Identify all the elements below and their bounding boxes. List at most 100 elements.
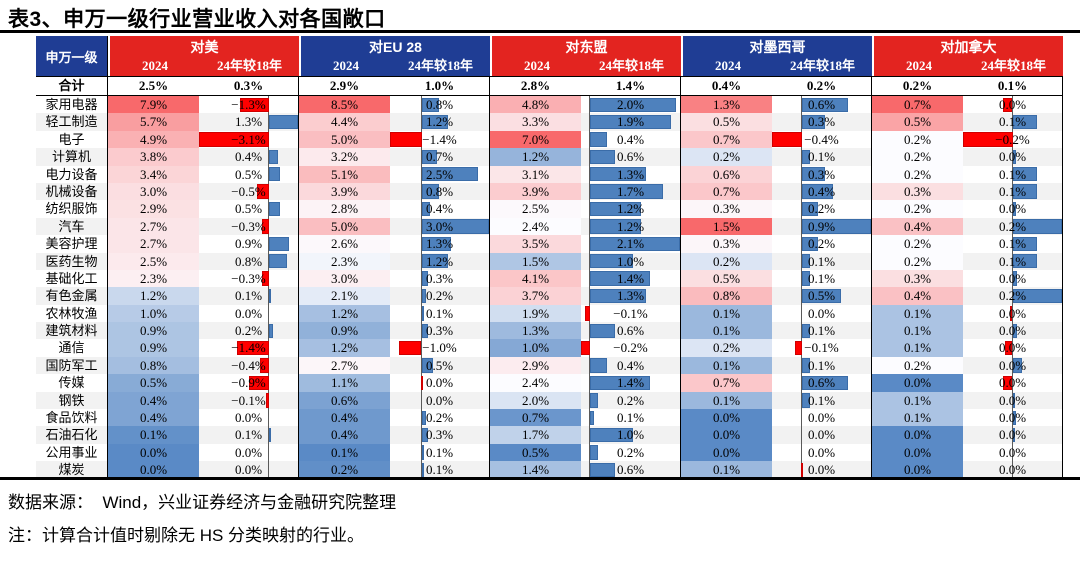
- negative-bar: [259, 358, 269, 373]
- databar-cell-delta: 0.6%: [581, 148, 681, 166]
- positive-bar: [268, 288, 271, 304]
- industry-label: 纺织服饰: [36, 200, 108, 218]
- negative-bar: [963, 132, 1013, 147]
- positive-bar: [589, 445, 599, 460]
- databar-cell-delta: 0.0%: [963, 269, 1063, 288]
- heat-cell-2024: 0.7%: [490, 409, 581, 427]
- bar-axis-line: [801, 96, 803, 114]
- delta-value: 0.0%: [998, 149, 1027, 165]
- data-source-text: 数据来源： Wind，兴业证券经济与金融研究院整理: [8, 493, 397, 512]
- bar-axis-line: [420, 200, 422, 218]
- heat-cell-2024: 0.4%: [299, 426, 390, 444]
- bar-axis-line: [420, 269, 422, 288]
- table-row: 电力设备 3.4% 0.5% 5.1% 2.5% 3.1% 1.3% 0.6% 0.3% 0.2%…: [36, 165, 1063, 183]
- databar-cell-delta: 1.2%: [390, 113, 490, 131]
- total-label: 合计: [36, 77, 108, 95]
- heat-cell-2024: 0.3%: [681, 235, 772, 253]
- databar-cell-delta: 0.0%: [199, 304, 299, 323]
- delta-value: 2.0%: [616, 97, 645, 112]
- positive-bar: [421, 323, 429, 338]
- heat-cell-2024: 0.2%: [299, 461, 390, 479]
- bar-axis-line: [420, 148, 422, 166]
- positive-bar: [268, 323, 274, 338]
- subcol-delta-label: 24年较18年: [216, 58, 282, 73]
- databar-cell-delta: 0.0%: [963, 304, 1063, 323]
- databar-cell-delta: 0.0%: [963, 374, 1063, 392]
- delta-value: 0.3%: [425, 427, 454, 443]
- negative-bar: [1005, 340, 1013, 356]
- databar-cell-delta: 1.0%: [581, 426, 681, 444]
- heat-cell-2024: 7.9%: [108, 96, 199, 114]
- negative-bar: [239, 97, 269, 112]
- positive-bar: [421, 288, 426, 304]
- databar-cell-delta: 0.1%: [390, 461, 490, 479]
- bar-axis-line: [420, 252, 422, 270]
- subcol-delta-label: 24年较18年: [789, 58, 855, 73]
- delta-value: 0.6%: [616, 149, 645, 165]
- heat-cell-2024: 3.0%: [299, 269, 390, 288]
- bar-axis-line: [588, 113, 590, 131]
- heat-cell-2024: 4.1%: [490, 269, 581, 288]
- delta-value: −1.4%: [422, 131, 457, 147]
- bar-axis-line: [1011, 409, 1013, 427]
- bar-axis-line: [267, 409, 269, 427]
- table-row: 轻工制造 5.7% 1.3% 4.4% 1.2% 3.3% 1.9% 0.5% 0.3% 0.5%…: [36, 113, 1063, 131]
- heat-cell-2024: 0.1%: [872, 322, 963, 340]
- databar-cell-delta: 0.0%: [772, 443, 872, 462]
- delta-value: 0.1%: [234, 427, 263, 443]
- bar-axis-line: [801, 287, 803, 305]
- delta-value: 0.0%: [998, 410, 1027, 426]
- heat-cell-2024: 0.2%: [681, 252, 772, 270]
- databar-cell-delta: 0.0%: [963, 96, 1063, 114]
- negative-bar: [262, 271, 269, 286]
- heat-cell-2024: 2.6%: [299, 235, 390, 253]
- delta-value: 0.1%: [998, 183, 1027, 199]
- databar-cell-delta: 0.3%: [390, 322, 490, 340]
- databar-cell-delta: 0.2%: [390, 287, 490, 305]
- databar-cell-delta: 0.6%: [772, 96, 872, 114]
- subcol-2024-label: 2024: [524, 58, 550, 73]
- heat-cell-2024: 4.4%: [299, 113, 390, 131]
- positive-bar: [589, 149, 616, 165]
- positive-bar: [1012, 201, 1017, 217]
- positive-bar: [802, 184, 833, 199]
- delta-value: 0.0%: [998, 340, 1027, 356]
- bar-axis-line: [1011, 113, 1013, 131]
- databar-cell-delta: 0.6%: [772, 374, 872, 392]
- bar-axis-line: [588, 391, 590, 410]
- heat-cell-2024: 0.5%: [681, 113, 772, 131]
- subcol-2024-label: 2024: [333, 58, 359, 73]
- heat-cell-2024: 2.4%: [490, 374, 581, 392]
- databar-cell-delta: −1.4%: [390, 130, 490, 149]
- bar-axis-line: [1011, 356, 1013, 375]
- heat-cell-2024: 1.5%: [490, 252, 581, 270]
- subcol-2024-label: 2024: [715, 58, 741, 73]
- delta-value: 0.0%: [998, 201, 1027, 217]
- positive-bar: [421, 462, 424, 478]
- delta-value: 2.1%: [616, 236, 645, 252]
- heat-cell-2024: 0.8%: [681, 287, 772, 305]
- databar-cell-delta: 0.1%: [772, 269, 872, 288]
- delta-value: 1.3%: [616, 166, 645, 182]
- positive-bar: [589, 132, 607, 147]
- delta-value: 0.0%: [998, 392, 1027, 408]
- heat-cell-2024: 0.5%: [872, 113, 963, 131]
- heat-cell-2024: 0.2%: [872, 235, 963, 253]
- heat-cell-2024: 0.2%: [872, 165, 963, 183]
- delta-value: 0.1%: [425, 305, 454, 321]
- databar-cell-delta: 0.1%: [772, 356, 872, 375]
- databar-cell-delta: 0.2%: [772, 235, 872, 253]
- databar-cell-delta: −0.2%: [963, 130, 1063, 149]
- databar-cell-delta: −0.1%: [772, 339, 872, 357]
- databar-cell-delta: −0.2%: [581, 339, 681, 357]
- bar-axis-line: [420, 461, 422, 479]
- heat-cell-2024: 0.7%: [872, 96, 963, 114]
- delta-value: 0.4%: [616, 357, 645, 373]
- industry-label: 石油石化: [36, 426, 108, 444]
- bar-axis-line: [420, 443, 422, 462]
- positive-bar: [802, 254, 811, 269]
- databar-cell-delta: 0.0%: [390, 374, 490, 392]
- bar-axis-line: [801, 182, 803, 201]
- positive-bar: [421, 149, 438, 165]
- databar-cell-delta: −0.3%: [199, 217, 299, 236]
